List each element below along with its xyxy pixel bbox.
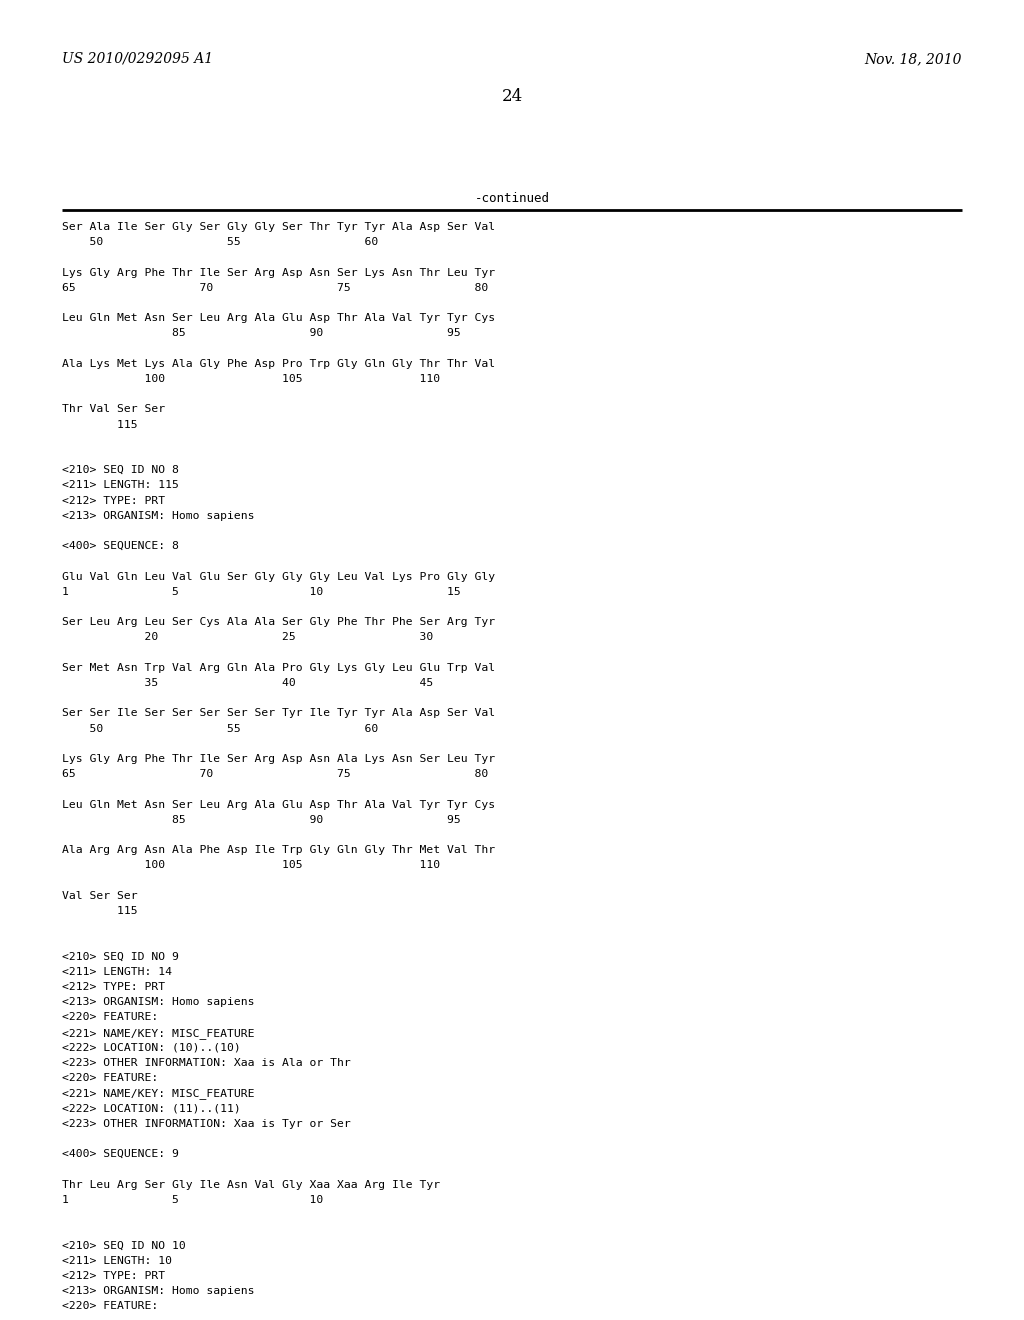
Text: Val Ser Ser: Val Ser Ser	[62, 891, 137, 900]
Text: <212> TYPE: PRT: <212> TYPE: PRT	[62, 1271, 165, 1280]
Text: Ala Lys Met Lys Ala Gly Phe Asp Pro Trp Gly Gln Gly Thr Thr Val: Ala Lys Met Lys Ala Gly Phe Asp Pro Trp …	[62, 359, 496, 368]
Text: <211> LENGTH: 10: <211> LENGTH: 10	[62, 1255, 172, 1266]
Text: <212> TYPE: PRT: <212> TYPE: PRT	[62, 495, 165, 506]
Text: <213> ORGANISM: Homo sapiens: <213> ORGANISM: Homo sapiens	[62, 1286, 255, 1296]
Text: <221> NAME/KEY: MISC_FEATURE: <221> NAME/KEY: MISC_FEATURE	[62, 1089, 255, 1100]
Text: 20                  25                  30: 20 25 30	[62, 632, 433, 643]
Text: 1               5                   10                  15: 1 5 10 15	[62, 587, 461, 597]
Text: Lys Gly Arg Phe Thr Ile Ser Arg Asp Asn Ala Lys Asn Ser Leu Tyr: Lys Gly Arg Phe Thr Ile Ser Arg Asp Asn …	[62, 754, 496, 764]
Text: <222> LOCATION: (10)..(10): <222> LOCATION: (10)..(10)	[62, 1043, 241, 1053]
Text: <212> TYPE: PRT: <212> TYPE: PRT	[62, 982, 165, 993]
Text: <213> ORGANISM: Homo sapiens: <213> ORGANISM: Homo sapiens	[62, 511, 255, 521]
Text: <211> LENGTH: 115: <211> LENGTH: 115	[62, 480, 179, 491]
Text: Ala Arg Arg Asn Ala Phe Asp Ile Trp Gly Gln Gly Thr Met Val Thr: Ala Arg Arg Asn Ala Phe Asp Ile Trp Gly …	[62, 845, 496, 855]
Text: <221> NAME/KEY: MISC_FEATURE: <221> NAME/KEY: MISC_FEATURE	[62, 1027, 255, 1039]
Text: <213> ORGANISM: Homo sapiens: <213> ORGANISM: Homo sapiens	[62, 997, 255, 1007]
Text: <211> LENGTH: 14: <211> LENGTH: 14	[62, 966, 172, 977]
Text: 115: 115	[62, 906, 137, 916]
Text: Ser Ser Ile Ser Ser Ser Ser Ser Tyr Ile Tyr Tyr Ala Asp Ser Val: Ser Ser Ile Ser Ser Ser Ser Ser Tyr Ile …	[62, 709, 496, 718]
Text: Glu Val Gln Leu Val Glu Ser Gly Gly Gly Leu Val Lys Pro Gly Gly: Glu Val Gln Leu Val Glu Ser Gly Gly Gly …	[62, 572, 496, 582]
Text: 85                  90                  95: 85 90 95	[62, 814, 461, 825]
Text: US 2010/0292095 A1: US 2010/0292095 A1	[62, 51, 213, 66]
Text: Ser Ala Ile Ser Gly Ser Gly Gly Ser Thr Tyr Tyr Ala Asp Ser Val: Ser Ala Ile Ser Gly Ser Gly Gly Ser Thr …	[62, 222, 496, 232]
Text: <210> SEQ ID NO 9: <210> SEQ ID NO 9	[62, 952, 179, 961]
Text: <223> OTHER INFORMATION: Xaa is Tyr or Ser: <223> OTHER INFORMATION: Xaa is Tyr or S…	[62, 1119, 351, 1129]
Text: <210> SEQ ID NO 8: <210> SEQ ID NO 8	[62, 465, 179, 475]
Text: Thr Leu Arg Ser Gly Ile Asn Val Gly Xaa Xaa Arg Ile Tyr: Thr Leu Arg Ser Gly Ile Asn Val Gly Xaa …	[62, 1180, 440, 1189]
Text: <220> FEATURE:: <220> FEATURE:	[62, 1012, 159, 1023]
Text: -continued: -continued	[474, 191, 550, 205]
Text: Ser Leu Arg Leu Ser Cys Ala Ala Ser Gly Phe Thr Phe Ser Arg Tyr: Ser Leu Arg Leu Ser Cys Ala Ala Ser Gly …	[62, 618, 496, 627]
Text: 24: 24	[502, 88, 522, 106]
Text: 65                  70                  75                  80: 65 70 75 80	[62, 282, 488, 293]
Text: <400> SEQUENCE: 8: <400> SEQUENCE: 8	[62, 541, 179, 552]
Text: <222> LOCATION: (11)..(11): <222> LOCATION: (11)..(11)	[62, 1104, 241, 1114]
Text: Lys Gly Arg Phe Thr Ile Ser Arg Asp Asn Ser Lys Asn Thr Leu Tyr: Lys Gly Arg Phe Thr Ile Ser Arg Asp Asn …	[62, 268, 496, 277]
Text: 115: 115	[62, 420, 137, 429]
Text: <220> FEATURE:: <220> FEATURE:	[62, 1073, 159, 1084]
Text: 100                 105                 110: 100 105 110	[62, 374, 440, 384]
Text: <223> OTHER INFORMATION: Xaa is Ala or Thr: <223> OTHER INFORMATION: Xaa is Ala or T…	[62, 1059, 351, 1068]
Text: 35                  40                  45: 35 40 45	[62, 678, 433, 688]
Text: <210> SEQ ID NO 10: <210> SEQ ID NO 10	[62, 1241, 185, 1250]
Text: 50                  55                  60: 50 55 60	[62, 238, 378, 247]
Text: 50                  55                  60: 50 55 60	[62, 723, 378, 734]
Text: Leu Gln Met Asn Ser Leu Arg Ala Glu Asp Thr Ala Val Tyr Tyr Cys: Leu Gln Met Asn Ser Leu Arg Ala Glu Asp …	[62, 800, 496, 809]
Text: <400> SEQUENCE: 9: <400> SEQUENCE: 9	[62, 1150, 179, 1159]
Text: 100                 105                 110: 100 105 110	[62, 861, 440, 870]
Text: Thr Val Ser Ser: Thr Val Ser Ser	[62, 404, 165, 414]
Text: 85                  90                  95: 85 90 95	[62, 329, 461, 338]
Text: Ser Met Asn Trp Val Arg Gln Ala Pro Gly Lys Gly Leu Glu Trp Val: Ser Met Asn Trp Val Arg Gln Ala Pro Gly …	[62, 663, 496, 673]
Text: Leu Gln Met Asn Ser Leu Arg Ala Glu Asp Thr Ala Val Tyr Tyr Cys: Leu Gln Met Asn Ser Leu Arg Ala Glu Asp …	[62, 313, 496, 323]
Text: Nov. 18, 2010: Nov. 18, 2010	[864, 51, 962, 66]
Text: <220> FEATURE:: <220> FEATURE:	[62, 1302, 159, 1311]
Text: 1               5                   10: 1 5 10	[62, 1195, 324, 1205]
Text: 65                  70                  75                  80: 65 70 75 80	[62, 770, 488, 779]
